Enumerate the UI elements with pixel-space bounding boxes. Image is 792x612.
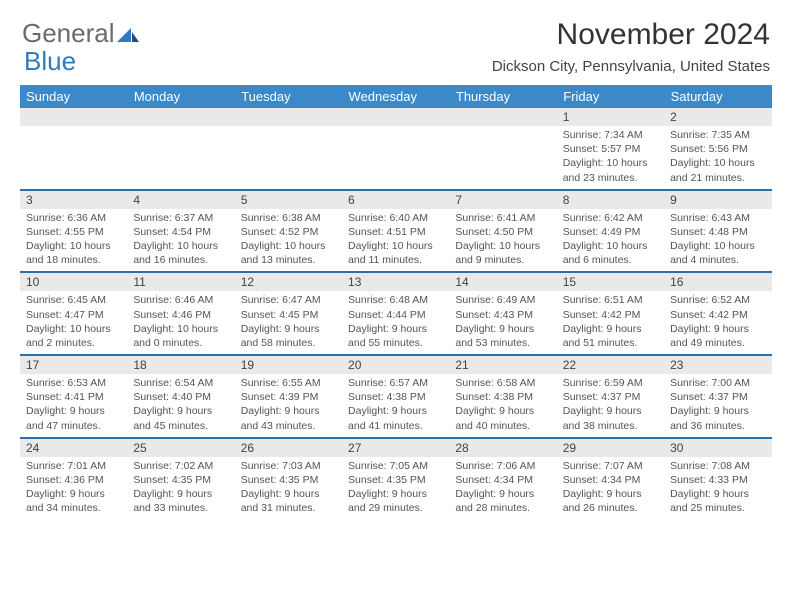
day-number-cell: 14 <box>449 272 556 291</box>
day-detail-cell: Sunrise: 6:54 AMSunset: 4:40 PMDaylight:… <box>127 374 234 438</box>
day-number-cell: 15 <box>557 272 664 291</box>
day-detail-cell: Sunrise: 6:40 AMSunset: 4:51 PMDaylight:… <box>342 209 449 273</box>
day-detail-cell <box>342 126 449 190</box>
day-detail-cell: Sunrise: 7:02 AMSunset: 4:35 PMDaylight:… <box>127 457 234 520</box>
day-detail-cell: Sunrise: 6:37 AMSunset: 4:54 PMDaylight:… <box>127 209 234 273</box>
day-detail-row: Sunrise: 6:53 AMSunset: 4:41 PMDaylight:… <box>20 374 772 438</box>
day-number-cell: 20 <box>342 355 449 374</box>
day-detail-cell: Sunrise: 6:43 AMSunset: 4:48 PMDaylight:… <box>664 209 771 273</box>
calendar-table: Sunday Monday Tuesday Wednesday Thursday… <box>20 85 772 519</box>
day-detail-cell: Sunrise: 7:05 AMSunset: 4:35 PMDaylight:… <box>342 457 449 520</box>
day-number-row: 17181920212223 <box>20 355 772 374</box>
day-number-cell: 26 <box>235 438 342 457</box>
day-detail-cell: Sunrise: 6:59 AMSunset: 4:37 PMDaylight:… <box>557 374 664 438</box>
day-number-cell <box>20 108 127 126</box>
day-number-cell: 19 <box>235 355 342 374</box>
day-number-cell: 4 <box>127 190 234 209</box>
day-detail-cell: Sunrise: 6:51 AMSunset: 4:42 PMDaylight:… <box>557 291 664 355</box>
day-number-cell: 21 <box>449 355 556 374</box>
day-number-cell: 16 <box>664 272 771 291</box>
day-detail-cell: Sunrise: 7:03 AMSunset: 4:35 PMDaylight:… <box>235 457 342 520</box>
day-number-cell: 12 <box>235 272 342 291</box>
day-detail-cell <box>449 126 556 190</box>
day-number-cell: 23 <box>664 355 771 374</box>
weekday-header: Tuesday <box>235 85 342 108</box>
day-number-cell: 13 <box>342 272 449 291</box>
day-number-cell <box>342 108 449 126</box>
day-detail-cell: Sunrise: 6:42 AMSunset: 4:49 PMDaylight:… <box>557 209 664 273</box>
day-detail-cell: Sunrise: 6:49 AMSunset: 4:43 PMDaylight:… <box>449 291 556 355</box>
day-number-cell: 2 <box>664 108 771 126</box>
day-detail-cell: Sunrise: 6:47 AMSunset: 4:45 PMDaylight:… <box>235 291 342 355</box>
day-detail-cell: Sunrise: 6:46 AMSunset: 4:46 PMDaylight:… <box>127 291 234 355</box>
logo-text-1: General <box>22 18 115 49</box>
header: General November 2024 Dickson City, Penn… <box>0 0 792 79</box>
day-detail-cell <box>235 126 342 190</box>
day-number-cell: 24 <box>20 438 127 457</box>
day-detail-cell: Sunrise: 7:07 AMSunset: 4:34 PMDaylight:… <box>557 457 664 520</box>
day-detail-cell: Sunrise: 6:53 AMSunset: 4:41 PMDaylight:… <box>20 374 127 438</box>
weekday-header: Monday <box>127 85 234 108</box>
day-number-cell: 30 <box>664 438 771 457</box>
day-number-cell <box>449 108 556 126</box>
day-detail-cell: Sunrise: 6:41 AMSunset: 4:50 PMDaylight:… <box>449 209 556 273</box>
day-number-cell: 11 <box>127 272 234 291</box>
day-detail-cell: Sunrise: 6:36 AMSunset: 4:55 PMDaylight:… <box>20 209 127 273</box>
day-number-row: 10111213141516 <box>20 272 772 291</box>
day-detail-row: Sunrise: 7:01 AMSunset: 4:36 PMDaylight:… <box>20 457 772 520</box>
day-detail-cell: Sunrise: 6:48 AMSunset: 4:44 PMDaylight:… <box>342 291 449 355</box>
day-detail-cell: Sunrise: 7:00 AMSunset: 4:37 PMDaylight:… <box>664 374 771 438</box>
weekday-header-row: Sunday Monday Tuesday Wednesday Thursday… <box>20 85 772 108</box>
day-detail-row: Sunrise: 6:36 AMSunset: 4:55 PMDaylight:… <box>20 209 772 273</box>
weekday-header: Wednesday <box>342 85 449 108</box>
day-number-cell: 6 <box>342 190 449 209</box>
logo: General <box>22 18 139 49</box>
day-detail-cell: Sunrise: 7:01 AMSunset: 4:36 PMDaylight:… <box>20 457 127 520</box>
day-detail-cell: Sunrise: 7:08 AMSunset: 4:33 PMDaylight:… <box>664 457 771 520</box>
title-block: November 2024 Dickson City, Pennsylvania… <box>492 18 770 75</box>
sail-icon <box>117 26 139 42</box>
day-number-cell: 3 <box>20 190 127 209</box>
logo-text-2: Blue <box>24 46 76 77</box>
day-number-cell: 28 <box>449 438 556 457</box>
weekday-header: Saturday <box>664 85 771 108</box>
weekday-header: Friday <box>557 85 664 108</box>
day-detail-row: Sunrise: 7:34 AMSunset: 5:57 PMDaylight:… <box>20 126 772 190</box>
day-detail-cell: Sunrise: 6:55 AMSunset: 4:39 PMDaylight:… <box>235 374 342 438</box>
day-number-cell: 22 <box>557 355 664 374</box>
day-number-cell: 18 <box>127 355 234 374</box>
day-number-row: 3456789 <box>20 190 772 209</box>
day-number-cell <box>235 108 342 126</box>
day-number-cell: 10 <box>20 272 127 291</box>
day-number-cell: 7 <box>449 190 556 209</box>
month-title: November 2024 <box>492 18 770 52</box>
day-number-cell: 1 <box>557 108 664 126</box>
day-detail-cell <box>127 126 234 190</box>
day-detail-row: Sunrise: 6:45 AMSunset: 4:47 PMDaylight:… <box>20 291 772 355</box>
day-detail-cell: Sunrise: 6:45 AMSunset: 4:47 PMDaylight:… <box>20 291 127 355</box>
day-number-cell: 25 <box>127 438 234 457</box>
day-number-cell: 29 <box>557 438 664 457</box>
day-number-row: 24252627282930 <box>20 438 772 457</box>
day-detail-cell: Sunrise: 6:57 AMSunset: 4:38 PMDaylight:… <box>342 374 449 438</box>
location-text: Dickson City, Pennsylvania, United State… <box>492 58 770 75</box>
day-detail-cell: Sunrise: 6:38 AMSunset: 4:52 PMDaylight:… <box>235 209 342 273</box>
day-detail-cell: Sunrise: 6:52 AMSunset: 4:42 PMDaylight:… <box>664 291 771 355</box>
day-number-cell: 9 <box>664 190 771 209</box>
day-number-cell <box>127 108 234 126</box>
day-number-cell: 5 <box>235 190 342 209</box>
weekday-header: Sunday <box>20 85 127 108</box>
day-detail-cell: Sunrise: 7:06 AMSunset: 4:34 PMDaylight:… <box>449 457 556 520</box>
day-number-row: 12 <box>20 108 772 126</box>
day-number-cell: 27 <box>342 438 449 457</box>
day-detail-cell <box>20 126 127 190</box>
day-detail-cell: Sunrise: 7:35 AMSunset: 5:56 PMDaylight:… <box>664 126 771 190</box>
day-number-cell: 17 <box>20 355 127 374</box>
day-number-cell: 8 <box>557 190 664 209</box>
day-detail-cell: Sunrise: 7:34 AMSunset: 5:57 PMDaylight:… <box>557 126 664 190</box>
weekday-header: Thursday <box>449 85 556 108</box>
day-detail-cell: Sunrise: 6:58 AMSunset: 4:38 PMDaylight:… <box>449 374 556 438</box>
